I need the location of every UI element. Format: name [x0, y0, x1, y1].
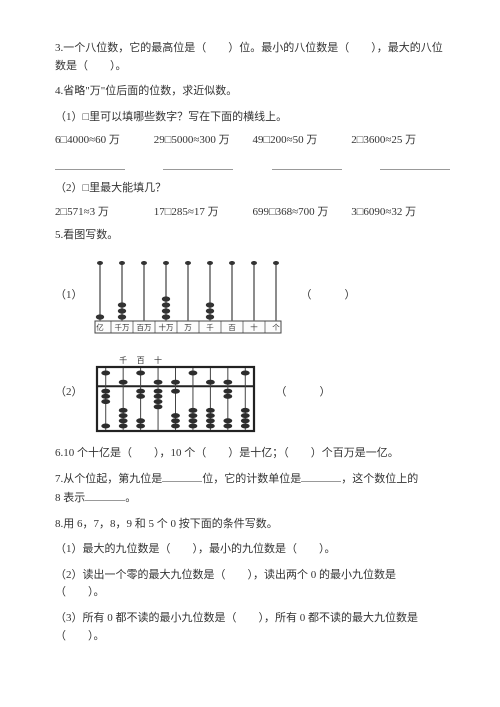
svg-text:亿: 亿 [96, 322, 104, 332]
q8-sub2: （2）读出一个零的最大九位数是（ ），读出两个 0 的最小九位数是 （ ）。 [55, 567, 450, 602]
q4-2-item: 3□6090≈32 万 [351, 204, 450, 222]
q4-sub2-items: 2□571≈3 万 17□285≈17 万 699□368≈700 万 3□60… [55, 204, 450, 222]
svg-text:十: 十 [154, 355, 162, 365]
abacus-2: 千百 十 [93, 353, 258, 433]
q8-sub1: （1）最大的九位数是（ ），最小的九位数是（ ）。 [55, 541, 450, 559]
figure-2-row: （2） 千百 十 （ ） [55, 353, 450, 433]
q7-text: 位，它的计数单位是 [202, 473, 301, 485]
svg-text:个: 个 [272, 323, 280, 332]
q4-1-item: 2□3600≈25 万 [351, 132, 450, 150]
q4-2-item: 699□368≈700 万 [253, 204, 352, 222]
q8-3a: （3）所有 0 都不读的最小九位数是（ ），所有 0 都不读的最大九位数是 [55, 612, 418, 624]
answer-blank[interactable] [272, 158, 342, 170]
question-4: 4.省略"万"位后面的位数，求近似数。 [55, 83, 450, 101]
question-8: 8.用 6，7，8，9 和 5 个 0 按下面的条件写数。 [55, 516, 450, 534]
q4-1-item: 6□4000≈60 万 [55, 132, 154, 150]
fig1-answer-paren[interactable]: （ ） [301, 287, 356, 305]
q7-text: 7.从个位起，第九位是 [55, 473, 162, 485]
q7-text: 8 表示 [55, 492, 85, 504]
q7-text: 。 [125, 492, 136, 504]
svg-text:千万: 千万 [114, 322, 129, 332]
q4-sub1-blanks [55, 158, 450, 170]
q4-1-item: 29□5000≈300 万 [154, 132, 253, 150]
q7-text: ，这个数位上的 [341, 473, 418, 485]
q4-sub1-items: 6□4000≈60 万 29□5000≈300 万 49□200≈50 万 2□… [55, 132, 450, 150]
question-7: 7.从个位起，第九位是 位，它的计数单位是 ，这个数位上的 8 表示 。 [55, 470, 450, 507]
svg-text:百: 百 [228, 323, 236, 332]
question-3: 3.一个八位数，它的最高位是（ ）位。最小的八位数是（ ），最大的八位数是（ ）… [55, 40, 450, 75]
answer-blank[interactable] [85, 489, 125, 501]
q8-sub3: （3）所有 0 都不读的最小九位数是（ ），所有 0 都不读的最大九位数是 （ … [55, 610, 450, 645]
svg-text:千: 千 [119, 355, 127, 365]
abacus-1: 亿千万百万十万 万 千 百 十 个 [93, 257, 283, 335]
svg-text:百: 百 [136, 356, 144, 365]
svg-text:百万: 百万 [136, 323, 151, 332]
fig2-label: （2） [55, 384, 83, 402]
svg-text:千: 千 [206, 322, 214, 332]
q4-sub1-prompt: （1）□里可以填哪些数字？写在下面的横线上。 [55, 109, 450, 127]
question-6: 6.10 个十亿是（ ），10 个（ ）是十亿；（ ）个百万是一亿。 [55, 445, 450, 463]
q4-1-item: 49□200≈50 万 [253, 132, 352, 150]
q4-2-item: 2□571≈3 万 [55, 204, 154, 222]
answer-blank[interactable] [301, 470, 341, 482]
q8-2a: （2）读出一个零的最大九位数是（ ），读出两个 0 的最小九位数是 [55, 569, 396, 581]
answer-blank[interactable] [380, 158, 450, 170]
q4-sub2-prompt: （2）□里最大能填几？ [55, 180, 450, 198]
fig1-label: （1） [55, 287, 83, 305]
answer-blank[interactable] [162, 470, 202, 482]
fig2-answer-paren[interactable]: （ ） [276, 384, 331, 402]
q8-2b: （ ）。 [55, 586, 105, 598]
svg-text:十: 十 [250, 322, 258, 332]
q4-2-item: 17□285≈17 万 [154, 204, 253, 222]
svg-text:万: 万 [184, 323, 192, 332]
figure-1-row: （1） 亿千万百万十万 万 千 百 十 个 （ ） [55, 257, 450, 335]
svg-text:十万: 十万 [158, 322, 173, 332]
answer-blank[interactable] [55, 158, 125, 170]
question-5: 5.看图写数。 [55, 227, 450, 245]
q8-3b: （ ）。 [55, 630, 105, 642]
answer-blank[interactable] [163, 158, 233, 170]
